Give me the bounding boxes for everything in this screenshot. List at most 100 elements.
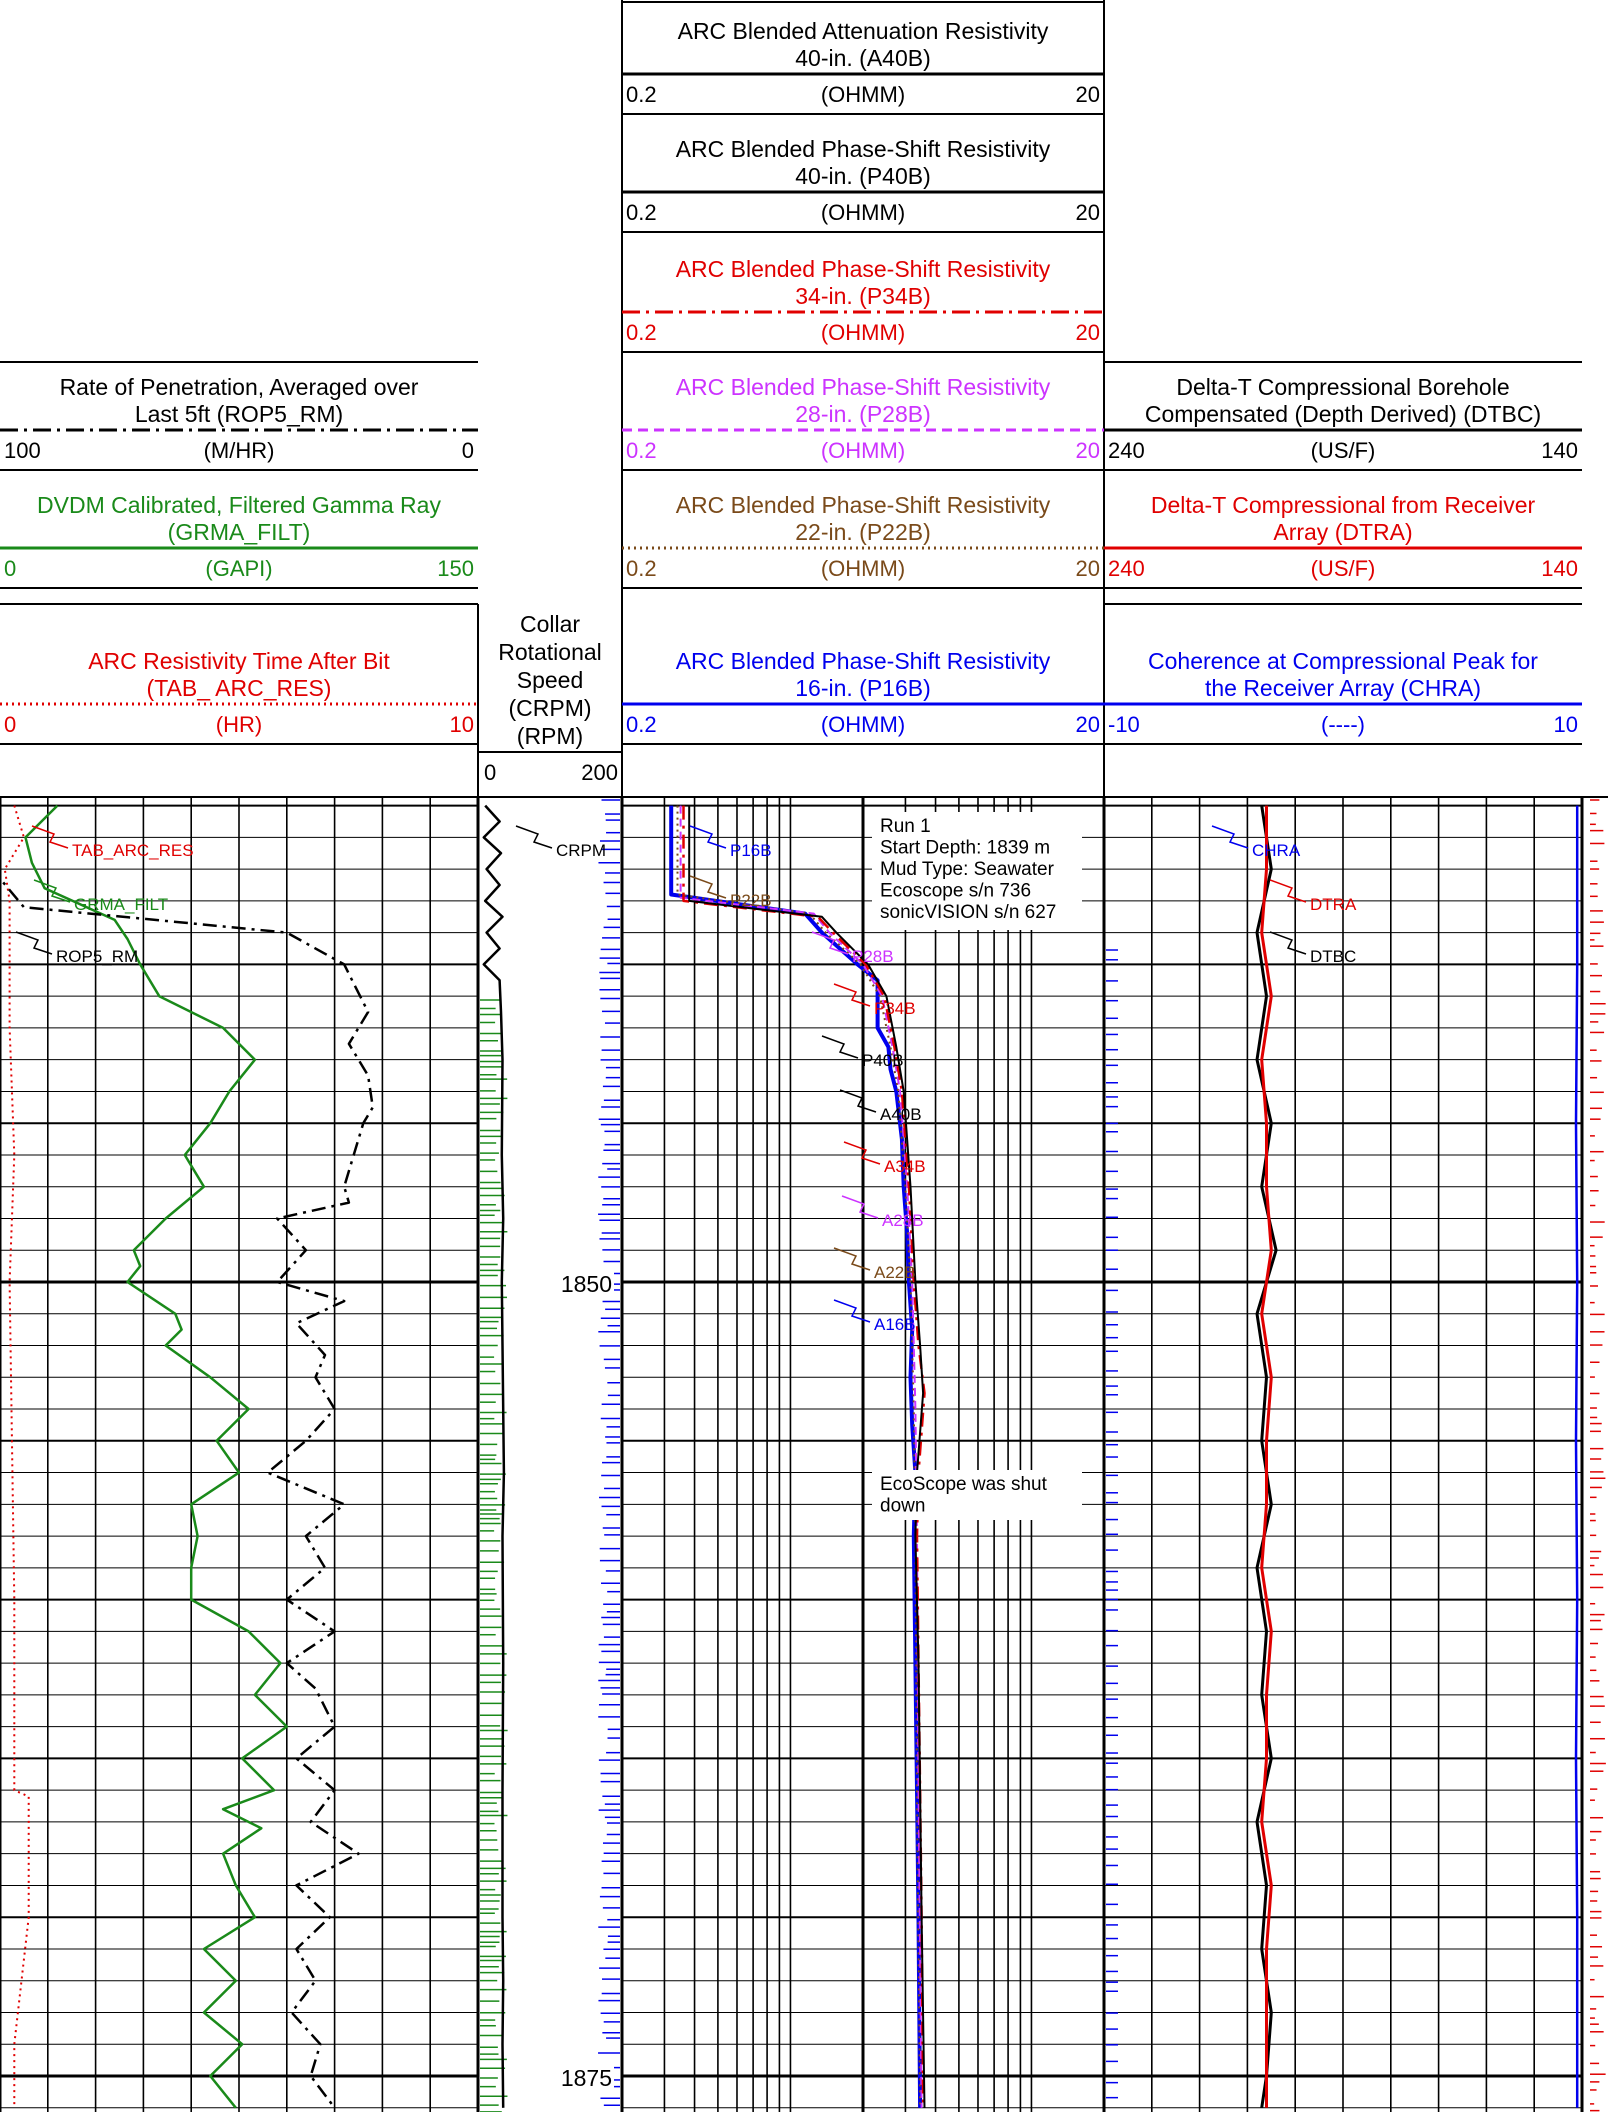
curve-label-p16b: P16B (730, 841, 772, 860)
label-pointer (843, 1141, 881, 1165)
header-unit: (----) (1321, 712, 1365, 737)
header-unit: (OHMM) (821, 556, 905, 581)
header-right-scale: 200 (581, 760, 618, 785)
header-title-p40b: ARC Blended Phase-Shift Resistivity (676, 136, 1051, 162)
header-left-scale: 0.2 (626, 438, 657, 463)
depth-label-bg (548, 2060, 614, 2090)
curve-crpm (482, 804, 506, 2108)
curve-label-a16b: A16B (874, 1315, 916, 1334)
curve-label-crpm: CRPM (556, 841, 606, 860)
header-right-scale: 140 (1541, 556, 1578, 581)
header-left-scale: -10 (1108, 712, 1140, 737)
label-pointer (833, 1247, 871, 1271)
header-title-p16b: 16-in. (P16B) (795, 675, 931, 701)
annotation-line: EcoScope was shut (880, 1474, 1048, 1495)
curve-chra (1574, 805, 1579, 2108)
curve-label-grma_filt: GRMA_FILT (74, 895, 168, 914)
label-pointer (15, 931, 53, 955)
header-right-scale: 150 (437, 556, 474, 581)
label-pointer (833, 983, 871, 1007)
label-pointer (841, 1195, 879, 1219)
depth-label: 1875 (561, 2065, 612, 2091)
header-title-crpm: (CRPM) (508, 695, 591, 721)
header-left-scale: 0.2 (626, 320, 657, 345)
header-title-crpm: Collar (520, 611, 580, 637)
header-unit: (OHMM) (821, 438, 905, 463)
annotation-line: down (880, 1496, 925, 1517)
header-left-scale: 100 (4, 438, 41, 463)
curve-label-a28b: A28B (882, 1211, 924, 1230)
depth-labels: 1850 1875 (548, 1266, 614, 2091)
label-pointer (33, 879, 71, 903)
log-grid (0, 796, 1608, 2112)
header-title-dtra: Array (DTRA) (1273, 519, 1412, 545)
header-title-dtbc: Compensated (Depth Derived) (DTBC) (1145, 401, 1541, 427)
annotation-line: Run 1 (880, 816, 931, 837)
header-right-scale: 140 (1541, 438, 1578, 463)
header-right-scale: 10 (1554, 712, 1578, 737)
header-title-p34b: 34-in. (P34B) (795, 283, 931, 309)
header-right-scale: 20 (1076, 438, 1100, 463)
header-left-scale: 0.2 (626, 712, 657, 737)
header-unit: (OHMM) (821, 320, 905, 345)
header-left-scale: 240 (1108, 556, 1145, 581)
header-title-p40b: 40-in. (P40B) (795, 163, 931, 189)
annotation-line: Mud Type: Seawater (880, 859, 1055, 880)
header-right-scale: 20 (1076, 556, 1100, 581)
curve-label-rop5_rm: ROP5_RM (56, 947, 138, 966)
header-title-rop5_rm: Rate of Penetration, Averaged over (60, 374, 419, 400)
label-pointer (689, 875, 727, 899)
annotation-line: sonicVISION s/n 627 (880, 902, 1056, 923)
annotation-box (872, 812, 1082, 930)
header-left-scale: 0.2 (626, 82, 657, 107)
curve-label-dtra: DTRA (1310, 895, 1357, 914)
label-pointer (821, 1035, 859, 1059)
header-title-chra: Coherence at Compressional Peak for (1148, 648, 1538, 674)
label-pointer (839, 1089, 877, 1113)
depth-label: 1850 (561, 1271, 612, 1297)
curve-label-p22b: P22B (730, 891, 772, 910)
header-title-p28b: 28-in. (P28B) (795, 401, 931, 427)
curve-p16b (669, 805, 923, 2108)
header-right-scale: 20 (1076, 82, 1100, 107)
header-unit: (OHMM) (821, 712, 905, 737)
header-unit: (OHMM) (821, 200, 905, 225)
header-title-grma_filt: (GRMA_FILT) (168, 519, 311, 545)
annotation-line: Start Depth: 1839 m (880, 838, 1050, 859)
header-right-scale: 0 (462, 438, 474, 463)
header-left-scale: 0 (4, 712, 16, 737)
curve-rop5_rm (0, 805, 375, 2109)
label-pointer (1211, 825, 1249, 849)
curve-label-p28b: P28B (852, 947, 894, 966)
header-title-crpm: Rotational (498, 639, 602, 665)
curve-label-chra: CHRA (1252, 841, 1301, 860)
header-title-crpm: Speed (517, 667, 584, 693)
label-pointer (31, 825, 69, 849)
header-left-scale: 0 (484, 760, 496, 785)
header-title-a40b: ARC Blended Attenuation Resistivity (678, 18, 1049, 44)
header-right-scale: 10 (450, 712, 474, 737)
curve-p28b (679, 805, 923, 2108)
label-pointer (689, 825, 727, 849)
header-unit: (GAPI) (205, 556, 272, 581)
curve-tab_arc_res (3, 805, 30, 2108)
curve-label-tab_arc_res: TAB_ARC_RES (72, 841, 194, 860)
header-left-scale: 0.2 (626, 200, 657, 225)
header-title-p22b: 22-in. (P22B) (795, 519, 931, 545)
label-pointer (833, 1299, 871, 1323)
label-pointer (1269, 879, 1307, 903)
header-unit: (HR) (216, 712, 262, 737)
header-title-dtra: Delta-T Compressional from Receiver (1151, 492, 1536, 518)
header-left-scale: 0 (4, 556, 16, 581)
header-unit: (OHMM) (821, 82, 905, 107)
header-title-dtbc: Delta-T Compressional Borehole (1176, 374, 1509, 400)
header-title-crpm: (RPM) (517, 723, 583, 749)
log-curves (0, 804, 1579, 2109)
annotation-line: Ecoscope s/n 736 (880, 881, 1031, 902)
header-unit: (US/F) (1311, 556, 1376, 581)
header-title-chra: the Receiver Array (CHRA) (1205, 675, 1481, 701)
header-right-scale: 20 (1076, 200, 1100, 225)
